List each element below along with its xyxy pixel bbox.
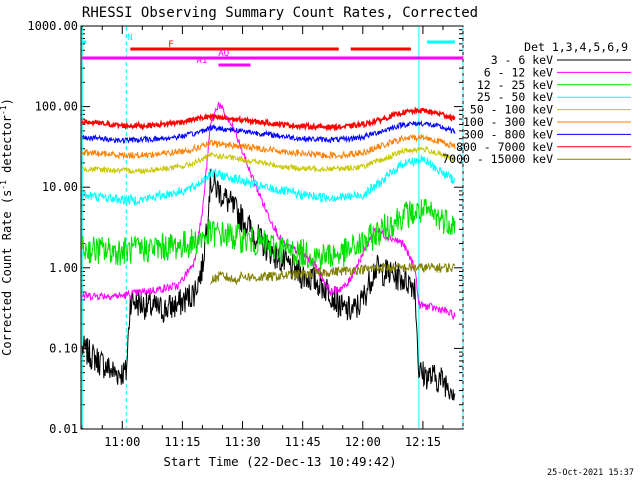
series-line [81, 133, 456, 160]
x-tick-label: 11:15 [164, 435, 200, 449]
legend-label: 100 - 300 keV [463, 115, 553, 129]
series-line [81, 168, 456, 401]
plot-frame [80, 25, 464, 430]
legend-label: 3 - 6 keV [491, 53, 553, 67]
series-line [81, 155, 456, 207]
legend-label: 7000 - 15000 keV [442, 152, 553, 166]
legend-label: 25 - 50 keV [477, 90, 553, 104]
series-line [81, 119, 456, 144]
x-tick-label: 11:00 [104, 435, 140, 449]
series-line [210, 261, 456, 286]
flag-bars: N F AQ A1 [82, 33, 463, 67]
y-axis-label-tail: detector [0, 115, 14, 180]
y-axis-label: Corrected Count Rate (s-1 detector-1) [0, 98, 14, 356]
legend-label: 50 - 100 keV [470, 103, 553, 117]
y-tick-label: 1000.00 [27, 19, 78, 33]
y-axis-label-exponent: -1 [0, 180, 8, 190]
legend-label: 300 - 800 keV [463, 127, 553, 141]
y-axis: 0.01 0.10 1.00 10.00 100.00 1000.00 [27, 19, 463, 436]
y-tick-label: 10.00 [42, 180, 78, 194]
x-axis: 11:00 11:15 11:30 11:45 12:00 12:15 [81, 26, 464, 449]
x-tick-label: 11:30 [224, 435, 260, 449]
x-axis-label: Start Time (22-Dec-13 10:49:42) [163, 454, 396, 469]
y-tick-label: 0.10 [49, 341, 78, 355]
series-lines [81, 101, 456, 401]
chart-title: RHESSI Observing Summary Count Rates, Co… [82, 5, 478, 21]
series-line [81, 106, 456, 132]
y-axis-label-main: Corrected Count Rate (s [0, 190, 14, 356]
x-tick-label: 11:45 [285, 435, 321, 449]
x-tick-label: 12:15 [405, 435, 441, 449]
y-tick-label: 100.00 [35, 100, 78, 114]
y-axis-label-close: ) [0, 98, 14, 105]
flag-label-aq: AQ [218, 49, 229, 59]
y-tick-label: 0.01 [49, 422, 78, 436]
series-line [82, 101, 456, 320]
legend-label: 6 - 12 keV [484, 65, 553, 79]
y-axis-label-exponent-2: -1 [0, 105, 8, 115]
y-tick-label: 1.00 [49, 261, 78, 275]
legend-label: 800 - 7000 keV [456, 140, 553, 154]
vertical-markers [81, 27, 464, 428]
flag-label-n: N [127, 33, 132, 43]
flag-label-a1: A1 [196, 56, 207, 66]
timestamp: 25-Oct-2021 15:37 [547, 468, 634, 478]
series-line [81, 198, 456, 270]
flag-label-f: F [168, 40, 173, 50]
legend-label: 12 - 25 keV [477, 78, 553, 92]
legend-header: Det 1,3,4,5,6,9 [524, 40, 628, 54]
series-line [81, 145, 456, 175]
x-tick-label: 12:00 [345, 435, 381, 449]
